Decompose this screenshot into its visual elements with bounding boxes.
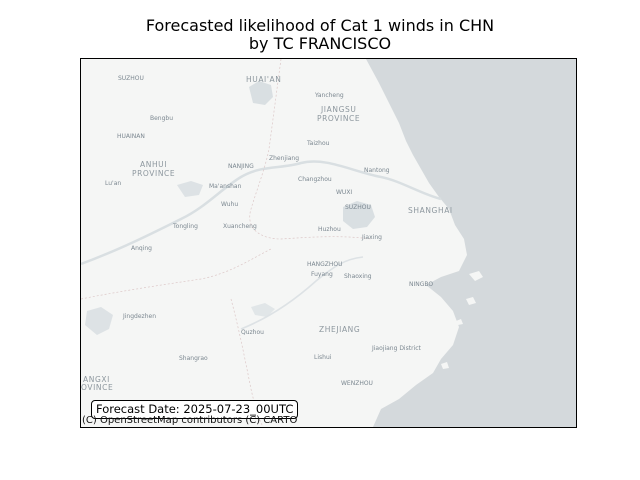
label-maanshan: Ma'anshan: [209, 183, 242, 190]
province-border: [81, 248, 272, 300]
label-yancheng: Yancheng: [314, 92, 344, 99]
chart-title: Forecasted likelihood of Cat 1 winds in …: [0, 17, 640, 53]
label-quzhou: Quzhou: [241, 329, 264, 336]
label-huaian: HUAI'AN: [246, 75, 281, 84]
label-jiangsu-1: JIANGSU: [320, 105, 356, 114]
island: [441, 362, 449, 369]
label-changzhou: Changzhou: [298, 176, 332, 183]
chaohu-lake: [177, 181, 203, 197]
island: [469, 271, 483, 281]
basemap: HUAI'AN SUZHOU Yancheng JIANGSU PROVINCE…: [81, 59, 576, 427]
label-lishui: Lishui: [314, 354, 332, 361]
province-border: [249, 59, 372, 240]
label-jiangxi-2: OVINCE: [81, 383, 113, 392]
label-huzhou: Huzhou: [318, 226, 341, 233]
label-taizhou: Taizhou: [306, 140, 330, 147]
label-luan: Lu'an: [105, 180, 121, 187]
label-anhui-1: ANHUI: [140, 160, 167, 169]
label-suzhou-south: SUZHOU: [345, 204, 371, 211]
label-nanjing: NANJING: [228, 163, 254, 170]
map-attribution: (C) OpenStreetMap contributors (C) CARTO: [82, 415, 298, 426]
yangtze-river: [81, 160, 442, 266]
forecast-date-box: Forecast Date: 2025-07-23_00UTC: [91, 400, 299, 419]
label-suzhou-north: SUZHOU: [118, 75, 144, 82]
label-bengbu: Bengbu: [150, 115, 173, 122]
title-line-1: Forecasted likelihood of Cat 1 winds in …: [145, 16, 495, 35]
label-ningbo: NINGBO: [409, 281, 433, 288]
label-xuancheng: Xuancheng: [223, 223, 257, 230]
hongze-lake: [249, 81, 273, 105]
label-shangrao: Shangrao: [179, 355, 208, 362]
island: [466, 297, 476, 305]
label-hangzhou: HANGZHOU: [307, 261, 343, 268]
label-zhenjiang: Zhenjiang: [269, 155, 299, 162]
label-nantong: Nantong: [364, 167, 390, 174]
label-zhejiang: ZHEJIANG: [319, 325, 360, 334]
label-jiangxi-1: ANGXI: [83, 375, 110, 384]
island: [456, 319, 463, 325]
label-wuxi: WUXI: [336, 189, 352, 196]
label-jiaojiang: Jiaojiang District: [371, 345, 422, 352]
title-line-2: by TC FRANCISCO: [248, 34, 392, 53]
label-jingdezhen: Jingdezhen: [122, 313, 156, 320]
label-tongling: Tongling: [172, 223, 198, 230]
label-huainan: HUAINAN: [117, 133, 145, 140]
label-jiaxing: Jiaxing: [361, 234, 382, 241]
poyang-lake: [85, 307, 113, 335]
label-wenzhou: WENZHOU: [341, 380, 373, 387]
taihu-lake: [343, 201, 375, 229]
label-shaoxing: Shaoxing: [344, 273, 372, 280]
qiandao-lake: [251, 303, 275, 317]
map-panel[interactable]: HUAI'AN SUZHOU Yancheng JIANGSU PROVINCE…: [80, 58, 577, 428]
label-fuyang: Fuyang: [311, 271, 333, 278]
label-jiangsu-2: PROVINCE: [317, 114, 360, 123]
east-china-sea: [366, 59, 576, 427]
label-anhui-2: PROVINCE: [132, 169, 175, 178]
qiantang-river: [240, 256, 364, 330]
label-shanghai: SHANGHAI: [408, 206, 453, 215]
label-anqing: Anqing: [131, 245, 152, 252]
label-wuhu: Wuhu: [221, 201, 238, 208]
